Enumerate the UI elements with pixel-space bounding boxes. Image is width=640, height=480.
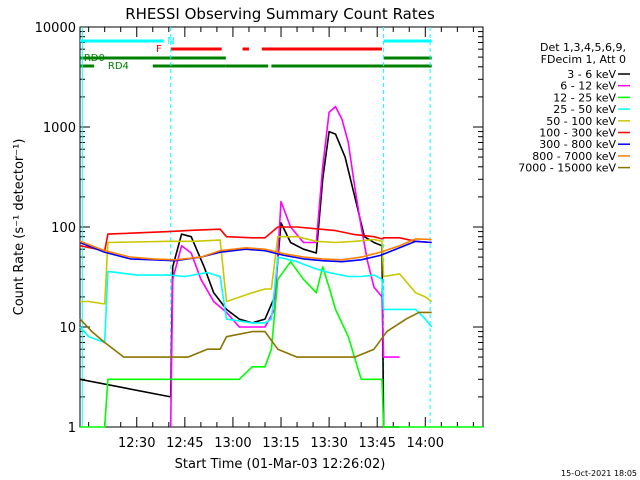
series-line (79, 130, 400, 428)
legend-label: 12 - 25 keV (553, 91, 616, 104)
legend: Det 1,3,4,5,6,9,FDecim 1, Att 0 3 - 6 keV… (518, 41, 630, 175)
y-axis-label: Count Rate (s⁻¹ detector⁻¹) (12, 139, 27, 316)
series-line (169, 105, 400, 428)
y-tick-label: 1000 (43, 121, 76, 136)
series-line (79, 240, 432, 263)
series-line (80, 235, 433, 305)
y-tick-label: 10000 (35, 21, 76, 36)
flag-label-n: N (167, 36, 174, 47)
y-tick-labels: 1 10 100 1000 10000 (35, 21, 76, 436)
y-tick-label: 100 (51, 221, 76, 236)
x-tick-label: 13:15 (262, 436, 299, 451)
flag-label-f: F (156, 44, 162, 55)
series-line (79, 311, 432, 358)
legend-label: 6 - 12 keV (560, 80, 616, 93)
y-tick-label: 10 (59, 321, 76, 336)
axis-ticks (80, 26, 483, 428)
footer-timestamp: 15-Oct-2021 18:05 (561, 469, 637, 478)
x-tick-labels: 12:30 12:45 13:00 13:15 13:30 13:45 14:00 (118, 436, 444, 451)
flag-label-rd0: RD0 (84, 53, 105, 64)
x-tick-label: 13:30 (310, 436, 347, 451)
series-line (80, 260, 483, 428)
legend-header: FDecim 1, Att 0 (541, 53, 626, 66)
legend-label: 100 - 300 keV (539, 127, 616, 140)
legend-header: Det 1,3,4,5,6,9, (540, 41, 626, 54)
series-lines (79, 105, 483, 428)
legend-label: 3 - 6 keV (567, 68, 616, 81)
x-tick-label: 13:00 (214, 436, 251, 451)
flag-label-rd4: RD4 (108, 61, 129, 72)
series-line (79, 226, 432, 252)
legend-label: 7000 - 15000 keV (518, 162, 616, 175)
legend-label: 25 - 50 keV (553, 103, 616, 116)
x-axis-label: Start Time (01-Mar-03 12:26:02) (175, 457, 386, 472)
legend-label: 300 - 800 keV (539, 138, 616, 151)
series-line (79, 238, 432, 261)
legend-label: 50 - 100 keV (546, 115, 616, 128)
y-tick-label: 1 (68, 421, 76, 436)
x-tick-label: 13:45 (358, 436, 395, 451)
x-tick-label: 12:45 (166, 436, 203, 451)
chart-title: RHESSI Observing Summary Count Rates (125, 5, 435, 23)
series-line (79, 256, 433, 344)
legend-label: 800 - 7000 keV (532, 150, 616, 163)
x-tick-label: 14:00 (407, 436, 444, 451)
x-tick-label: 12:30 (118, 436, 155, 451)
